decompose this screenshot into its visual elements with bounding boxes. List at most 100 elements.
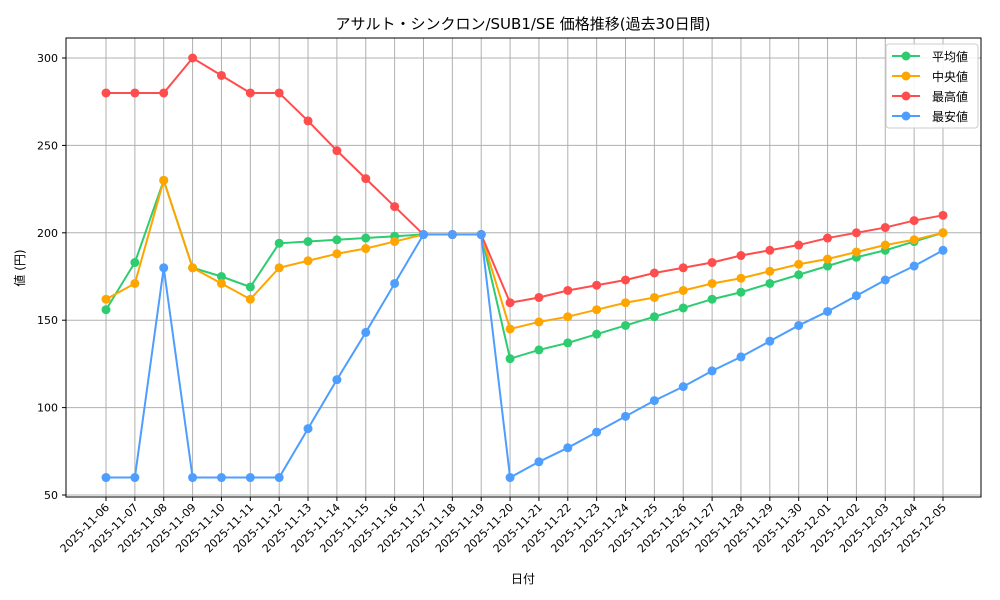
data-point [216, 473, 226, 483]
data-point [621, 320, 631, 330]
data-point [534, 317, 544, 327]
data-point [361, 233, 371, 243]
data-point [216, 272, 226, 281]
data-point [303, 256, 313, 266]
data-point [130, 473, 140, 483]
data-point [736, 352, 746, 362]
y-tick-label: 150 [37, 314, 58, 327]
data-point [649, 292, 659, 302]
data-point [736, 251, 746, 261]
legend-marker [901, 91, 911, 101]
data-point [794, 320, 804, 330]
data-point [823, 254, 833, 264]
data-point [159, 175, 169, 185]
data-point [678, 285, 688, 295]
data-point [765, 266, 775, 276]
data-point [794, 270, 804, 280]
legend-label: 平均値 [932, 49, 968, 64]
y-tick-label: 50 [44, 489, 58, 502]
data-point [823, 233, 833, 243]
series-line [106, 56, 944, 304]
data-point [361, 244, 371, 254]
series-line [105, 176, 944, 331]
data-point [101, 88, 111, 98]
y-tick-label: 300 [37, 52, 58, 65]
data-point [332, 249, 342, 259]
data-point [794, 259, 804, 269]
data-point [794, 240, 804, 250]
legend-box [885, 43, 979, 129]
data-point [101, 473, 111, 483]
data-point [621, 275, 631, 285]
legend-marker [901, 71, 911, 81]
data-point [216, 70, 226, 80]
data-point [159, 88, 169, 98]
y-axis-label: 値 (円) [12, 249, 27, 286]
data-point [909, 235, 919, 245]
data-point [274, 473, 284, 483]
data-point [823, 306, 833, 316]
data-point [765, 278, 775, 288]
data-point [245, 88, 255, 98]
series-0 [101, 175, 948, 364]
data-point [938, 245, 948, 255]
data-point [678, 382, 688, 392]
data-point [159, 263, 169, 273]
data-point [361, 174, 371, 184]
data-point [188, 53, 198, 63]
data-point [851, 228, 861, 238]
data-point [332, 146, 342, 156]
data-point [332, 235, 342, 245]
data-point [621, 298, 631, 308]
data-point [245, 294, 255, 304]
series-line [105, 177, 944, 360]
data-point [101, 294, 111, 304]
data-point [649, 396, 659, 406]
data-point [880, 275, 890, 285]
x-axis: 2025-11-062025-11-072025-11-082025-11-09… [58, 497, 949, 555]
legend-label: 中央値 [932, 69, 968, 84]
series-2 [101, 53, 948, 308]
data-point [361, 327, 371, 337]
data-point [592, 305, 602, 315]
data-point [418, 230, 428, 240]
data-point [274, 263, 284, 273]
data-point [332, 375, 342, 385]
data-point [505, 298, 515, 308]
data-point [765, 336, 775, 346]
data-point [101, 305, 111, 315]
data-point [736, 273, 746, 283]
data-point [649, 312, 659, 322]
data-point [649, 268, 659, 278]
data-point [130, 278, 140, 288]
data-point [274, 238, 284, 248]
data-point [678, 263, 688, 273]
data-point [823, 261, 833, 271]
series-line [106, 233, 944, 480]
data-point [505, 473, 515, 483]
data-point [563, 443, 573, 453]
y-axis: 50 100 150 200 250 300 [37, 52, 66, 502]
data-point [245, 282, 255, 292]
data-point [130, 258, 140, 268]
data-point [447, 230, 457, 240]
data-point [274, 88, 284, 98]
data-point [303, 116, 313, 126]
y-tick-label: 100 [37, 402, 58, 415]
chart-title: アサルト・シンクロン/SUB1/SE 価格推移(過去30日間) [335, 15, 710, 33]
data-point [707, 294, 717, 304]
x-axis-label: 日付 [511, 572, 535, 586]
grid [66, 38, 981, 497]
data-point [534, 457, 544, 467]
data-point [390, 278, 400, 288]
legend-marker [901, 111, 911, 121]
data-point [245, 473, 255, 483]
data-point [851, 247, 861, 257]
data-point [563, 338, 573, 348]
data-point [592, 329, 602, 339]
data-point [303, 237, 313, 247]
series-group [101, 53, 948, 483]
data-point [188, 473, 198, 483]
